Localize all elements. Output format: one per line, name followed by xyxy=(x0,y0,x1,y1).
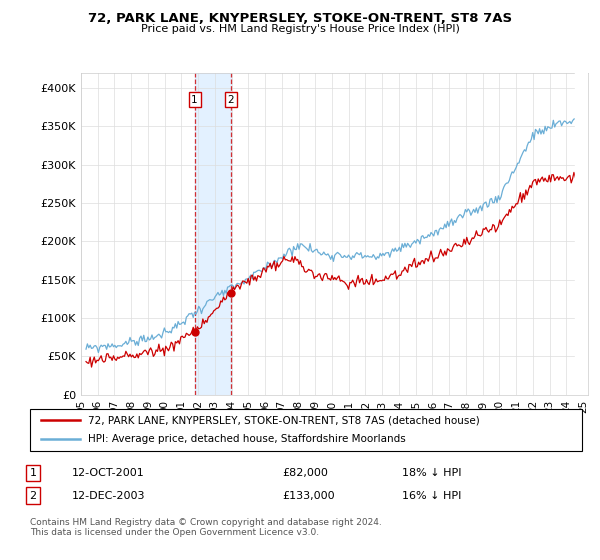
Text: 72, PARK LANE, KNYPERSLEY, STOKE-ON-TRENT, ST8 7AS: 72, PARK LANE, KNYPERSLEY, STOKE-ON-TREN… xyxy=(88,12,512,25)
Text: 72, PARK LANE, KNYPERSLEY, STOKE-ON-TRENT, ST8 7AS (detached house): 72, PARK LANE, KNYPERSLEY, STOKE-ON-TREN… xyxy=(88,415,480,425)
Bar xyxy=(575,73,588,395)
Text: Price paid vs. HM Land Registry's House Price Index (HPI): Price paid vs. HM Land Registry's House … xyxy=(140,24,460,34)
Text: 16% ↓ HPI: 16% ↓ HPI xyxy=(402,491,461,501)
Text: 2: 2 xyxy=(227,95,234,105)
Text: £82,000: £82,000 xyxy=(282,468,328,478)
Text: 1: 1 xyxy=(191,95,198,105)
Text: £133,000: £133,000 xyxy=(282,491,335,501)
Bar xyxy=(194,73,231,395)
Text: 12-OCT-2001: 12-OCT-2001 xyxy=(72,468,145,478)
Text: Contains HM Land Registry data © Crown copyright and database right 2024.
This d: Contains HM Land Registry data © Crown c… xyxy=(30,518,382,538)
Text: 1: 1 xyxy=(29,468,37,478)
Text: 12-DEC-2003: 12-DEC-2003 xyxy=(72,491,146,501)
Text: 18% ↓ HPI: 18% ↓ HPI xyxy=(402,468,461,478)
Text: 2: 2 xyxy=(29,491,37,501)
Text: HPI: Average price, detached house, Staffordshire Moorlands: HPI: Average price, detached house, Staf… xyxy=(88,435,406,445)
